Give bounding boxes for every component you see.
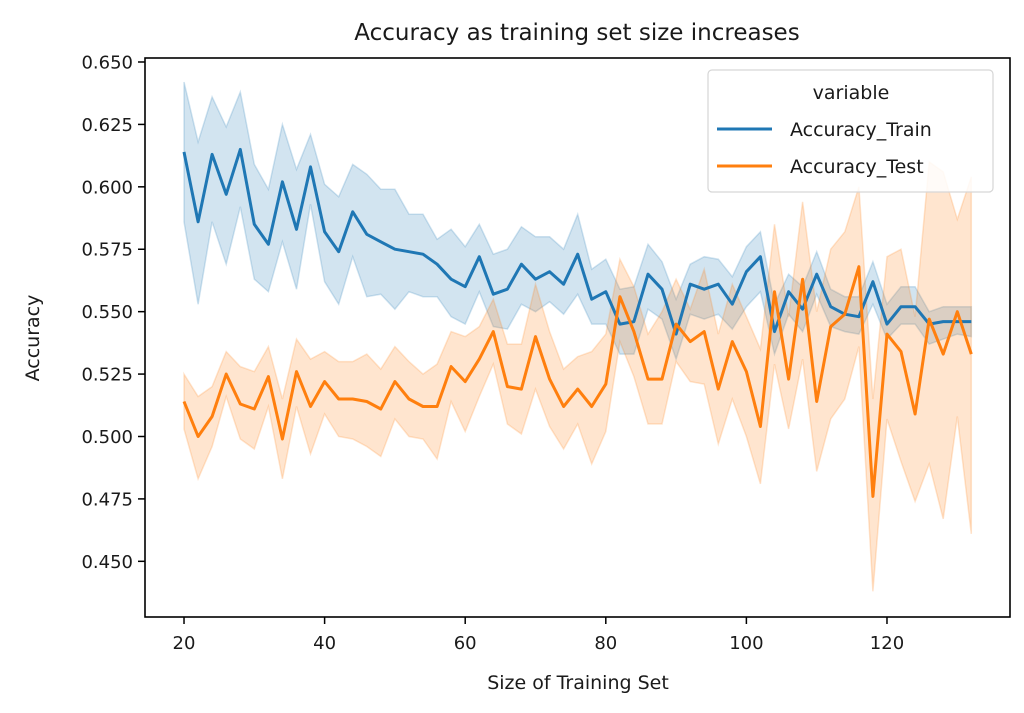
series-lines — [182, 147, 973, 498]
chart-title: Accuracy as training set size increases — [354, 20, 799, 46]
legend-title: variable — [813, 82, 890, 104]
plot-frame — [144, 57, 1011, 618]
x-tick-label: 100 — [729, 633, 763, 654]
y-tick-label: 0.575 — [81, 240, 133, 261]
x-tick-label: 120 — [870, 633, 904, 654]
y-tick-label: 0.600 — [81, 177, 133, 198]
y-tick-label: 0.500 — [81, 427, 133, 448]
accuracy-train-confidence-band — [183, 81, 973, 362]
confidence-bands — [183, 81, 973, 592]
y-tick-label: 0.525 — [81, 365, 133, 386]
legend: variable Accuracy_Train Accuracy_Test — [707, 69, 994, 193]
y-axis-label: Accuracy — [22, 295, 44, 382]
x-axis-label: Size of Training Set — [487, 672, 669, 694]
y-tick-label: 0.625 — [81, 115, 133, 136]
y-tick-label: 0.475 — [81, 489, 133, 510]
x-tick-label: 60 — [454, 633, 477, 654]
accuracy-test-confidence-band — [183, 160, 973, 592]
y-tick-label: 0.650 — [81, 52, 133, 73]
legend-label-test: Accuracy_Test — [790, 156, 924, 178]
legend-label-train: Accuracy_Train — [790, 119, 932, 141]
y-tick-label: 0.550 — [81, 302, 133, 323]
y-axis-ticks: 0.450 0.475 0.500 0.525 0.550 0.575 0.600 0.625… — [81, 52, 145, 573]
x-tick-label: 80 — [594, 633, 617, 654]
x-tick-label: 40 — [313, 633, 336, 654]
x-axis-ticks: 20 40 60 80 100 120 — [173, 617, 904, 654]
y-tick-label: 0.450 — [81, 552, 133, 573]
legend-box — [707, 69, 994, 193]
x-tick-label: 20 — [173, 633, 196, 654]
